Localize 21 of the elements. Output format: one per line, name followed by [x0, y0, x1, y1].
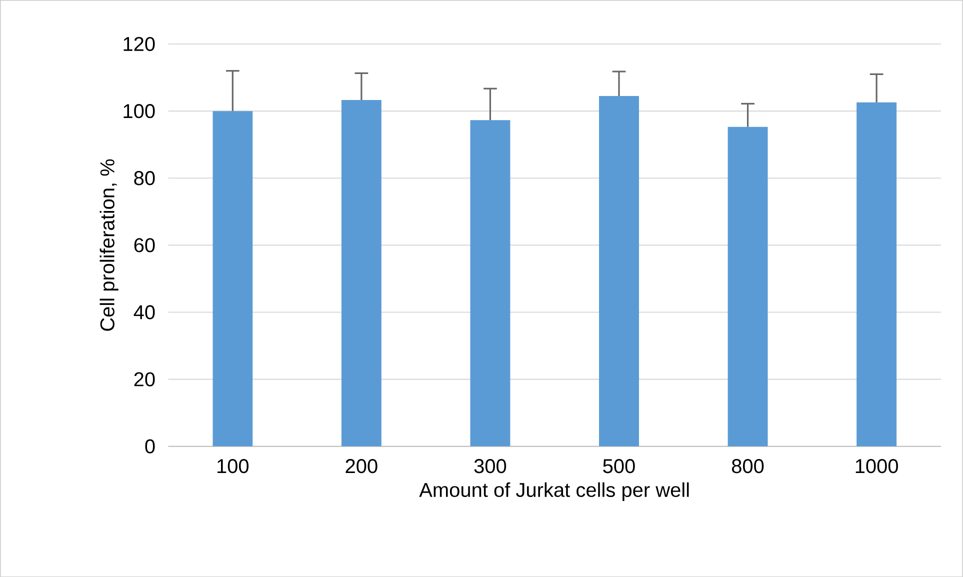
bar	[470, 120, 510, 446]
x-tick-label: 1000	[856, 458, 898, 474]
y-tick-label: 0	[145, 439, 155, 454]
y-tick-label: 120	[124, 36, 155, 51]
x-tick-label: 500	[603, 458, 635, 474]
x-axis-title: Amount of Jurkat cells per well	[419, 482, 689, 501]
x-tick-label: 300	[474, 458, 506, 474]
bar	[856, 102, 897, 446]
x-tick-label: 100	[218, 458, 249, 474]
y-tick-label: 60	[134, 238, 155, 252]
bar	[212, 110, 253, 446]
y-tick-label: 100	[124, 104, 155, 118]
bar	[341, 100, 382, 446]
y-axis-title: Cell proliferation, %	[100, 159, 118, 331]
y-tick-label: 20	[134, 372, 155, 386]
x-tick-label: 800	[732, 458, 764, 474]
y-tick-label: 80	[134, 170, 155, 186]
bar	[599, 96, 639, 446]
bar	[728, 126, 768, 446]
y-tick-label: 40	[134, 305, 155, 320]
x-tick-label: 200	[346, 458, 378, 474]
